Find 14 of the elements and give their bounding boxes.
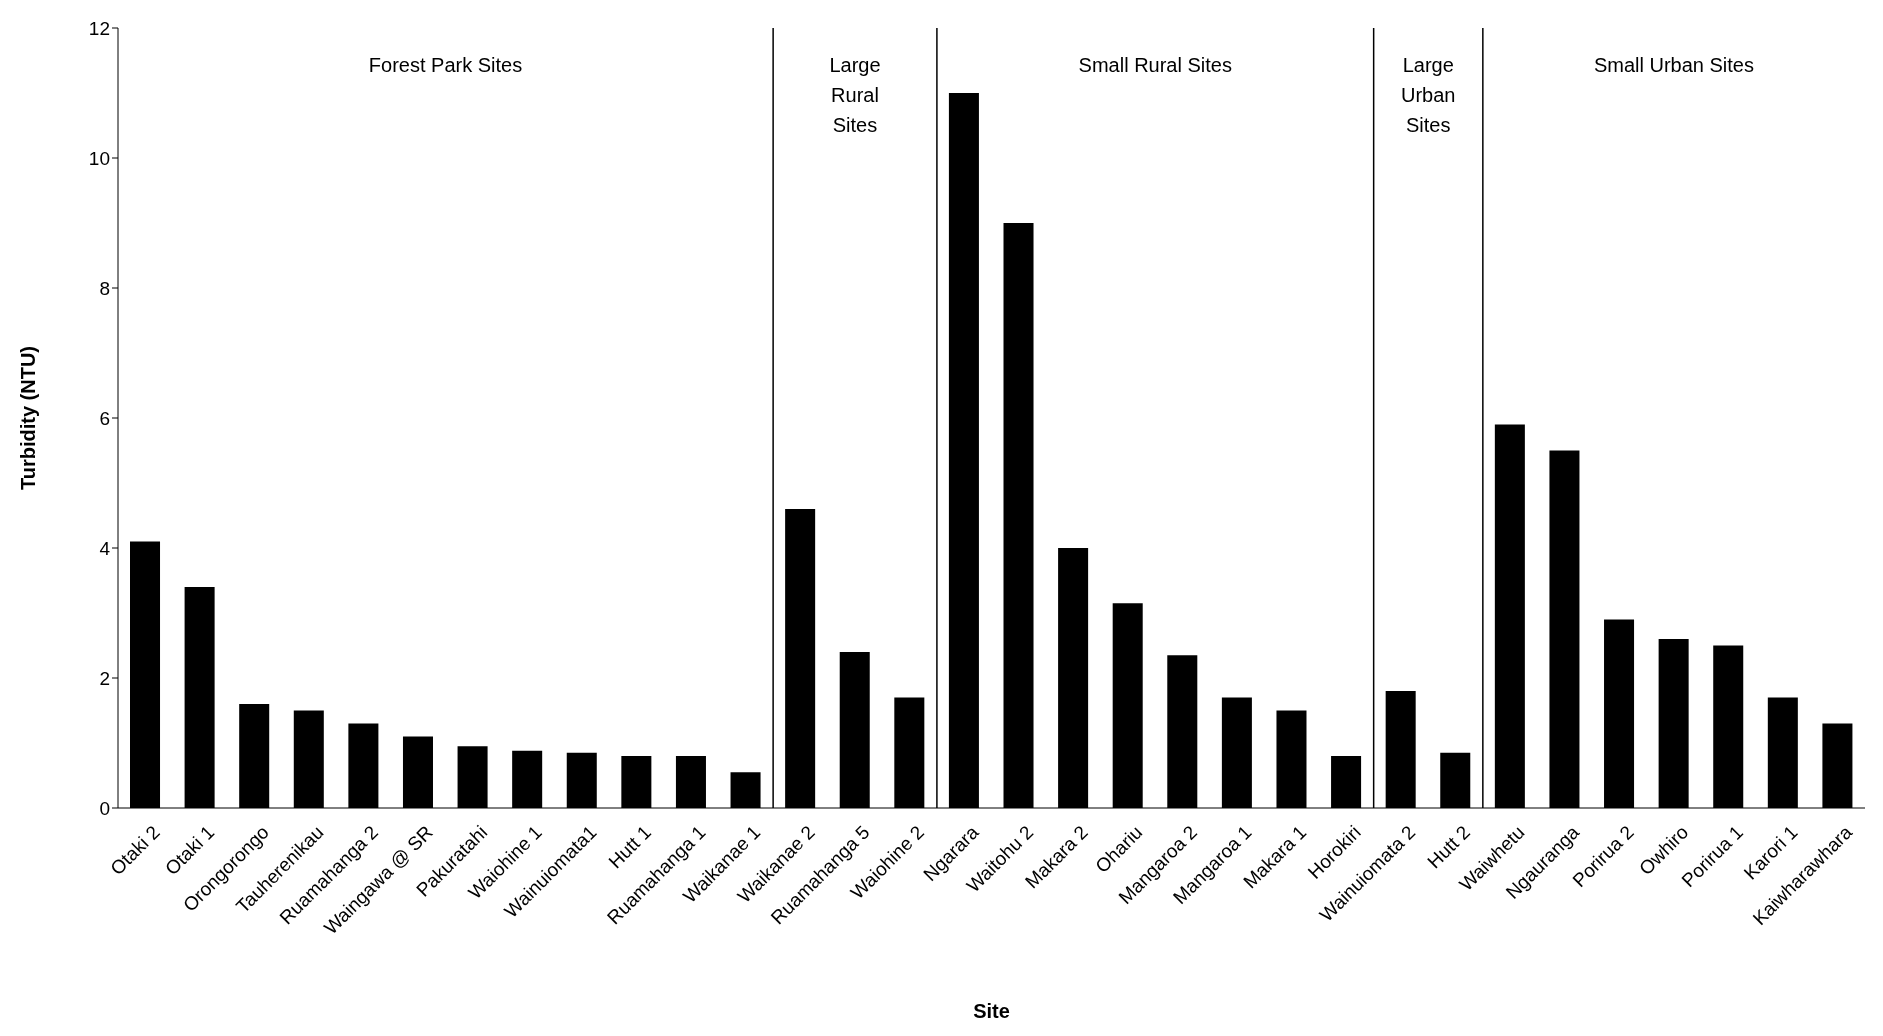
annotation: Large Urban Sites [1401,54,1456,136]
y-tick-label: 6 [99,407,110,429]
y-axis-title: Turbidity (NTU) [17,345,40,491]
annotation: Small Urban Sites [1593,54,1754,76]
annotation: Large Rural Sites [829,54,881,136]
y-tick-label: 0 [99,797,110,819]
y-tick-label: 4 [99,537,111,559]
y-tick-label: 8 [99,277,110,299]
y-tick-label: 2 [99,667,110,689]
annotation: Small Rural Sites [1078,54,1232,76]
y-tick-label: 12 [88,17,110,39]
y-tick-label: 10 [88,147,110,169]
x-axis-title: Site [973,1000,1010,1022]
annotation: Forest Park Sites [368,54,523,76]
